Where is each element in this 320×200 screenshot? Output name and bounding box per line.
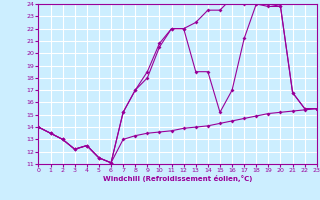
X-axis label: Windchill (Refroidissement éolien,°C): Windchill (Refroidissement éolien,°C) [103, 175, 252, 182]
